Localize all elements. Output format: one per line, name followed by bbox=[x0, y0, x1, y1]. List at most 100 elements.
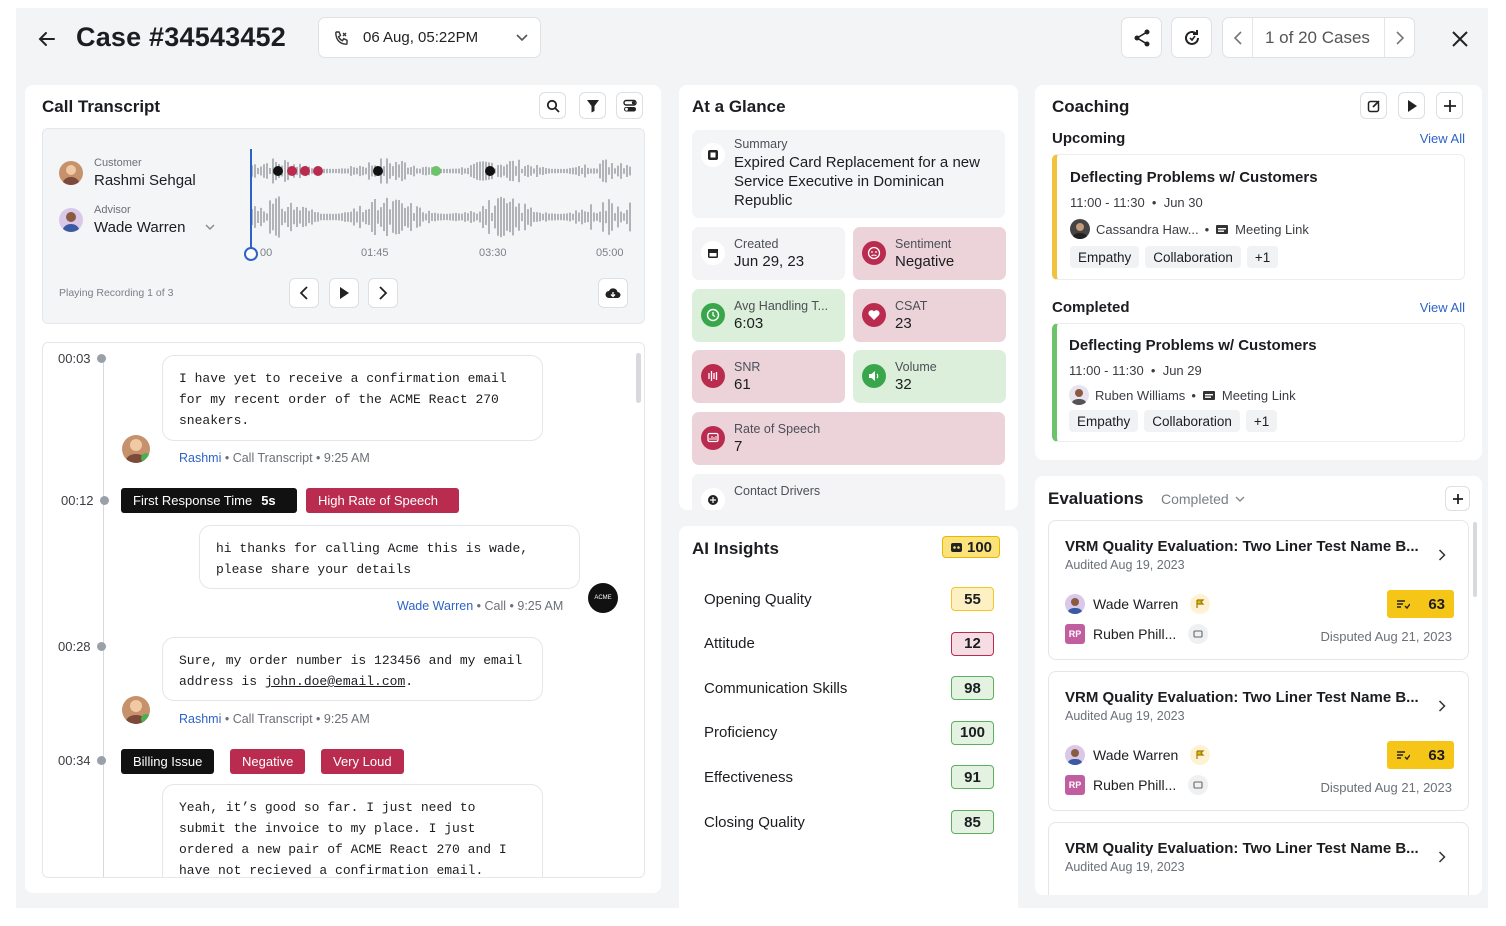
back-arrow-icon[interactable] bbox=[34, 26, 60, 52]
chevron-right-icon[interactable] bbox=[1438, 851, 1446, 863]
email-link[interactable]: john.doe@email.com bbox=[264, 674, 406, 689]
share-icon bbox=[1134, 29, 1149, 46]
filter-icon bbox=[586, 99, 599, 112]
play-icon bbox=[340, 287, 349, 299]
timestamp: 00:28 bbox=[58, 639, 106, 654]
wave-marker[interactable] bbox=[485, 166, 495, 176]
sentiment-tile: Sentiment Negative bbox=[853, 227, 1006, 280]
evaluation-card[interactable]: VRM Quality Evaluation: Two Liner Test N… bbox=[1048, 520, 1469, 660]
pager-text: 1 of 20 Cases bbox=[1265, 28, 1370, 47]
wave-marker[interactable] bbox=[273, 166, 283, 176]
view-all-upcoming-link[interactable]: View All bbox=[1419, 131, 1465, 146]
ai-insight-score: 98 bbox=[951, 676, 994, 701]
wave-marker[interactable] bbox=[287, 166, 297, 176]
wave-marker[interactable] bbox=[300, 166, 310, 176]
advisor-avatar bbox=[59, 208, 83, 232]
evaluations-title: Evaluations bbox=[1048, 489, 1144, 508]
waveform[interactable] bbox=[248, 149, 638, 249]
chip[interactable]: +1 bbox=[1246, 246, 1279, 268]
meeting-link[interactable]: Meeting Link bbox=[1235, 221, 1309, 237]
tile-label: Sentiment bbox=[895, 237, 952, 251]
ai-insight-row[interactable]: Attitude 12 bbox=[704, 631, 994, 657]
filter-button[interactable] bbox=[579, 92, 606, 119]
tick-label: 03:30 bbox=[479, 247, 507, 259]
evaluation-title: VRM Quality Evaluation: Two Liner Test N… bbox=[1065, 689, 1419, 706]
plus-icon bbox=[1443, 99, 1456, 112]
evaluation-card[interactable]: VRM Quality Evaluation: Two Liner Test N… bbox=[1048, 822, 1469, 895]
billing-issue-tag: Billing Issue bbox=[121, 749, 215, 774]
evaluation-disputed: Disputed Aug 21, 2023 bbox=[1320, 780, 1452, 795]
ai-insight-row[interactable]: Effectiveness 91 bbox=[704, 764, 994, 790]
cloud-download-icon bbox=[605, 288, 621, 298]
edit-icon bbox=[1367, 99, 1380, 112]
upcoming-coaching-card[interactable]: Deflecting Problems w/ Customers 11:00 -… bbox=[1052, 154, 1465, 280]
add-coaching-button[interactable] bbox=[1436, 92, 1463, 119]
high-speech-tag: High Rate of Speech bbox=[306, 488, 459, 513]
rewind-button[interactable] bbox=[289, 278, 319, 308]
ai-insight-label: Communication Skills bbox=[704, 679, 848, 697]
transcript-list[interactable]: 00:03 I have yet to receive a confirmati… bbox=[42, 342, 645, 878]
evaluation-card[interactable]: VRM Quality Evaluation: Two Liner Test N… bbox=[1048, 671, 1469, 811]
header-bar: Case #34543452 06 Aug, 05:22PM 1 of 20 C… bbox=[16, 8, 1488, 70]
call-date-text: 06 Aug, 05:22PM bbox=[363, 29, 479, 46]
clock-icon bbox=[701, 303, 725, 327]
ai-insight-row[interactable]: Communication Skills 98 bbox=[704, 675, 994, 701]
completed-coaching-card[interactable]: Deflecting Problems w/ Customers 11:00 -… bbox=[1052, 323, 1465, 442]
wave-marker[interactable] bbox=[431, 166, 441, 176]
playhead-handle[interactable] bbox=[244, 247, 258, 261]
meeting-link[interactable]: Meeting Link bbox=[1221, 387, 1296, 403]
edit-button[interactable] bbox=[1360, 92, 1387, 119]
next-case-button[interactable] bbox=[1384, 18, 1414, 57]
download-button[interactable] bbox=[598, 278, 628, 308]
forward-button[interactable] bbox=[368, 278, 398, 308]
call-select-dropdown[interactable]: 06 Aug, 05:22PM bbox=[318, 17, 541, 58]
customer-avatar bbox=[59, 161, 83, 185]
scrollbar[interactable] bbox=[636, 353, 641, 403]
chip: Empathy bbox=[1069, 410, 1139, 432]
add-evaluation-button[interactable] bbox=[1445, 486, 1470, 511]
heart-icon bbox=[862, 303, 886, 327]
refresh-icon bbox=[1184, 29, 1199, 45]
summary-icon bbox=[701, 143, 725, 167]
evaluation-agent: Wade Warren bbox=[1065, 745, 1211, 765]
chip[interactable]: +1 bbox=[1245, 410, 1278, 432]
share-button[interactable] bbox=[1121, 17, 1162, 58]
message-meta: Rashmi • Call Transcript • 9:25 AM bbox=[179, 712, 370, 726]
ai-insight-row[interactable]: Proficiency 100 bbox=[704, 720, 994, 746]
settings-toggle-button[interactable] bbox=[616, 92, 643, 119]
ai-insight-label: Closing Quality bbox=[704, 813, 805, 831]
tile-value: 7 bbox=[734, 438, 743, 455]
play-coaching-button[interactable] bbox=[1398, 92, 1425, 119]
prev-case-button[interactable] bbox=[1223, 18, 1253, 57]
message-meta: Rashmi • Call Transcript • 9:25 AM bbox=[179, 451, 370, 465]
play-button[interactable] bbox=[329, 278, 359, 308]
drivers-icon bbox=[701, 488, 725, 510]
tile-value: 61 bbox=[734, 376, 751, 393]
audio-player: Customer Rashmi Sehgal Advisor Wade Warr… bbox=[42, 128, 645, 324]
ai-insight-row[interactable]: Opening Quality 55 bbox=[704, 586, 994, 612]
wave-marker[interactable] bbox=[373, 166, 383, 176]
evaluation-audited: Audited Aug 19, 2023 bbox=[1065, 709, 1185, 723]
chevron-right-icon bbox=[1395, 30, 1404, 45]
agent-avatar bbox=[1065, 745, 1085, 765]
message-bubble: Yeah, it’s good so far. I just need to s… bbox=[162, 784, 543, 877]
ai-insight-score: 12 bbox=[951, 631, 994, 656]
ai-insight-row[interactable]: Closing Quality 85 bbox=[704, 809, 994, 835]
tile-value: 23 bbox=[895, 315, 912, 332]
meeting-icon bbox=[1216, 224, 1229, 234]
wave-marker[interactable] bbox=[313, 166, 323, 176]
chevron-right-icon[interactable] bbox=[1438, 549, 1446, 561]
evaluations-filter-dropdown[interactable]: Completed bbox=[1161, 491, 1245, 507]
flag-icon bbox=[1190, 594, 1211, 614]
refresh-button[interactable] bbox=[1171, 17, 1212, 58]
view-all-completed-link[interactable]: View All bbox=[1419, 300, 1465, 315]
aht-tile: Avg Handling T... 6:03 bbox=[692, 289, 845, 342]
calendar-icon bbox=[701, 241, 725, 265]
close-button[interactable] bbox=[1447, 26, 1473, 52]
chevron-right-icon[interactable] bbox=[1438, 700, 1446, 712]
advisor-chevron-down-icon[interactable] bbox=[204, 223, 216, 231]
search-button[interactable] bbox=[539, 92, 566, 119]
scrollbar[interactable] bbox=[1473, 522, 1477, 597]
robot-icon bbox=[950, 543, 962, 552]
evaluation-reviewer: RP Ruben Phill... bbox=[1065, 775, 1209, 795]
